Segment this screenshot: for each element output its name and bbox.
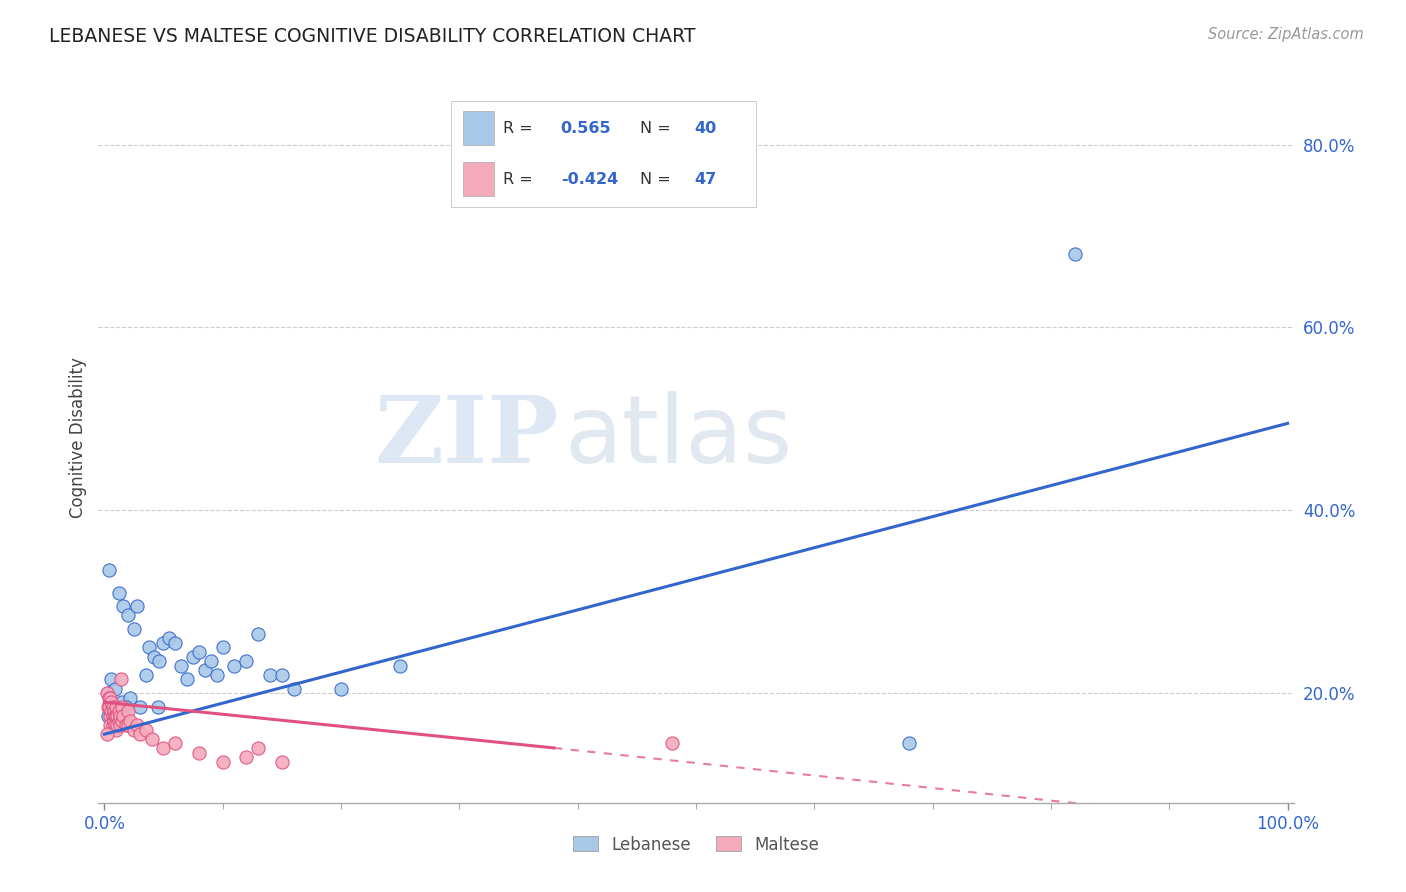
Point [128,727,150,741]
Point [107,714,129,728]
Point [100,673,122,687]
Point [200,654,222,668]
Point [135,723,157,737]
Text: LEBANESE VS MALTESE COGNITIVE DISABILITY CORRELATION CHART: LEBANESE VS MALTESE COGNITIVE DISABILITY… [49,27,696,45]
Point [97,686,120,700]
Point [176,673,198,687]
Point [205,667,228,681]
Point [105,699,128,714]
Point [98,718,121,732]
Point [98,709,121,723]
Point [211,755,233,769]
Point [188,645,211,659]
Point [111,699,134,714]
Point [97,699,120,714]
Point [128,699,150,714]
Point [101,699,124,714]
Legend: Lebanese, Maltese: Lebanese, Maltese [567,829,825,860]
Point [114,699,136,714]
Point [107,585,129,599]
Point [101,709,124,723]
Point [100,705,122,719]
Point [96,686,118,700]
Point [111,714,134,728]
Point [389,658,412,673]
Point [127,599,149,614]
Point [97,709,120,723]
Point [330,681,353,696]
Point [138,640,160,655]
Point [283,681,305,696]
Point [105,709,128,723]
Point [235,750,257,764]
Point [117,608,139,623]
Point [194,663,217,677]
Point [165,736,187,750]
Point [105,718,128,732]
Point [105,709,128,723]
Point [224,658,246,673]
Point [98,690,121,705]
Point [146,699,169,714]
Point [117,705,139,719]
Point [112,709,135,723]
Point [98,690,121,705]
Point [135,667,157,681]
Text: atlas: atlas [565,391,793,483]
Point [108,709,131,723]
Point [235,654,257,668]
Point [141,731,163,746]
Point [270,755,292,769]
Point [152,636,174,650]
Point [98,563,121,577]
Point [211,640,233,655]
Point [103,705,125,719]
Point [103,714,125,728]
Point [170,658,193,673]
Point [120,714,142,728]
Point [101,718,124,732]
Point [100,695,122,709]
Point [104,718,127,732]
Point [105,723,128,737]
Point [1063,247,1085,261]
Point [114,718,136,732]
Point [188,746,211,760]
Point [270,667,292,681]
Point [165,636,187,650]
Point [104,709,127,723]
Point [157,632,180,646]
Point [98,699,121,714]
Point [111,695,134,709]
Text: Source: ZipAtlas.com: Source: ZipAtlas.com [1208,27,1364,42]
Point [259,667,281,681]
Point [110,673,132,687]
Point [122,622,145,636]
Point [108,718,131,732]
Point [247,740,270,755]
Point [152,740,174,755]
Point [122,723,145,737]
Point [181,649,204,664]
Point [148,654,170,668]
Point [897,736,920,750]
Point [120,690,142,705]
Text: ZIP: ZIP [374,392,558,482]
Point [127,718,149,732]
Point [112,599,135,614]
Point [143,649,166,664]
Point [96,727,118,741]
Point [107,705,129,719]
Y-axis label: Cognitive Disability: Cognitive Disability [69,357,87,517]
Point [104,681,127,696]
Point [117,718,139,732]
Point [661,736,683,750]
Point [247,626,270,640]
